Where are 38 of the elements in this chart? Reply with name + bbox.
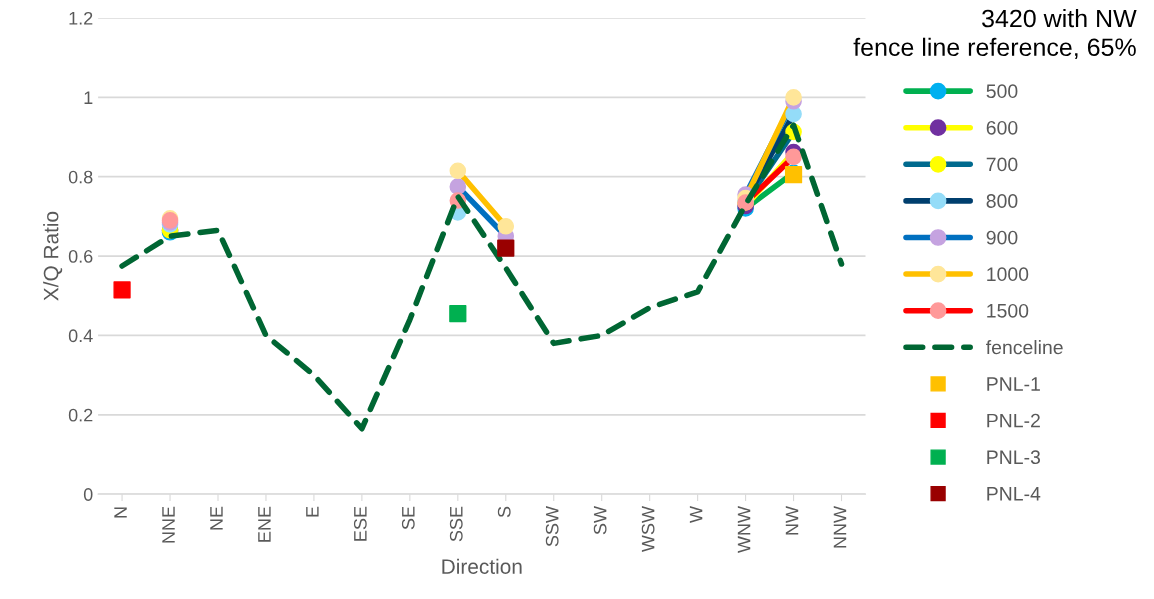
y-tick-label: 0.2 xyxy=(68,408,93,422)
x-tick-label: SSW xyxy=(545,506,559,547)
legend-label: 800 xyxy=(986,194,1018,208)
x-tick-label: NW xyxy=(785,506,799,535)
legend-label: 1500 xyxy=(987,303,1029,318)
text: 3420 with NW fence line reference, 65% xyxy=(853,8,1137,60)
y-tick-label: 0.4 xyxy=(68,329,93,343)
y-tick-label: 0.6 xyxy=(68,250,93,263)
legend-label: 900 xyxy=(986,230,1018,245)
legend-label: 700 xyxy=(986,157,1018,172)
x-axis-title: Direction xyxy=(442,558,522,574)
x-tick-label: SSE xyxy=(449,506,463,542)
y-tick-label: 1 xyxy=(84,91,93,104)
x-tick-label: WSW xyxy=(641,506,655,553)
legend-label: PNL-2 xyxy=(987,413,1040,428)
y-tick-label: 0.8 xyxy=(68,170,93,184)
x-tick-label: SW xyxy=(593,506,607,535)
y-axis-title: X/Q Ratio xyxy=(43,211,63,301)
y-tick-label: 0 xyxy=(83,488,93,501)
x-tick-label: ESE xyxy=(353,506,367,541)
x-tick-label: ENE xyxy=(258,506,271,542)
legend-label: 500 xyxy=(986,84,1018,99)
x-tick-label: WNW xyxy=(737,506,751,554)
x-tick-label: S xyxy=(497,506,511,518)
x-tick-label: NNE xyxy=(162,506,175,543)
legend-label: PNL-1 xyxy=(987,377,1040,391)
legend-label: PNL-3 xyxy=(987,450,1040,465)
x-tick-label: E xyxy=(306,506,319,517)
legend-label: 600 xyxy=(986,120,1018,135)
x-tick-label: NNW xyxy=(833,506,847,548)
legend-label: 1000 xyxy=(987,267,1029,282)
y-tick-label: 1.2 xyxy=(69,11,93,25)
x-tick-label: W xyxy=(689,506,703,523)
legend-label: PNL-4 xyxy=(987,487,1041,501)
x-tick-label: N xyxy=(114,507,127,518)
x-tick-label: NE xyxy=(210,506,223,530)
x-tick-label: SE xyxy=(401,506,415,530)
legend-label: fenceline xyxy=(986,340,1063,355)
